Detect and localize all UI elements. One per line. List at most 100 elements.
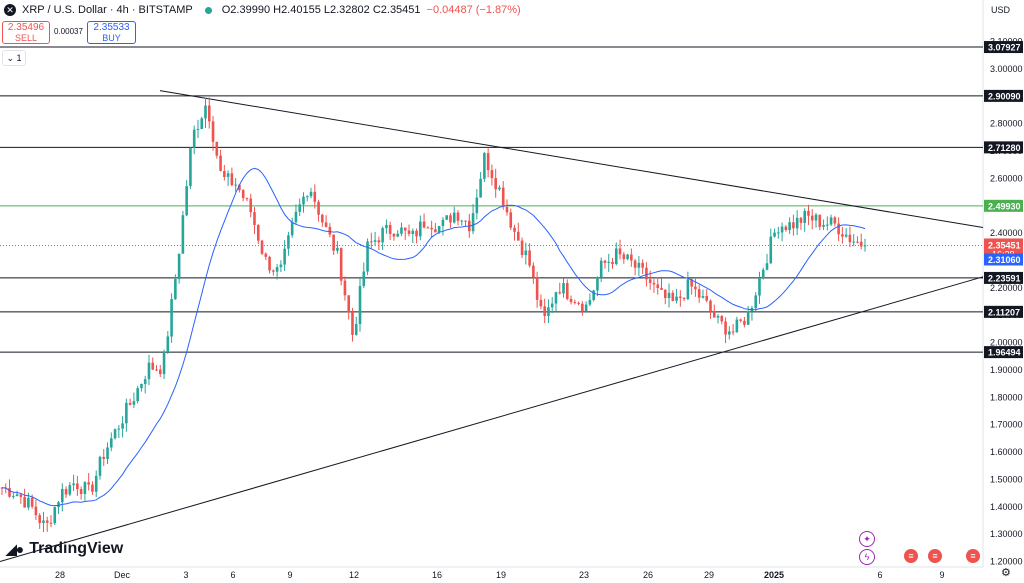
us-flag-icon[interactable]: ≡ bbox=[966, 549, 980, 563]
spread-value: 0.00037 bbox=[54, 27, 83, 36]
candle-body bbox=[528, 250, 531, 266]
candle-body bbox=[298, 204, 302, 212]
candle-body bbox=[675, 296, 678, 301]
candle-body bbox=[419, 221, 422, 237]
candle-body bbox=[498, 187, 501, 190]
candle-body bbox=[219, 155, 222, 171]
candle-body bbox=[618, 248, 622, 255]
candle-body bbox=[434, 229, 437, 233]
candle-body bbox=[317, 201, 320, 215]
candle-body bbox=[15, 494, 19, 497]
candle-body bbox=[445, 215, 448, 220]
candle-body bbox=[743, 320, 746, 325]
sell-button[interactable]: 2.35496 SELL bbox=[2, 21, 50, 44]
candle-body bbox=[321, 214, 324, 223]
candle-body bbox=[758, 278, 761, 296]
y-tick-label: 1.20000 bbox=[990, 557, 1023, 567]
candle-body bbox=[106, 447, 109, 459]
buy-button[interactable]: 2.35533 BUY bbox=[87, 21, 136, 44]
candle-body bbox=[185, 186, 188, 216]
x-tick-label: 26 bbox=[643, 570, 653, 580]
candle-body bbox=[117, 428, 121, 430]
candle-body bbox=[780, 226, 784, 233]
candle-body bbox=[826, 224, 829, 226]
candle-body bbox=[614, 248, 618, 265]
ma-label: 2.31060 bbox=[988, 255, 1021, 265]
tradingview-brand[interactable]: ◢● TradingView bbox=[6, 540, 123, 558]
candle-body bbox=[230, 173, 234, 186]
candle-body bbox=[686, 279, 690, 300]
candle-body bbox=[347, 295, 351, 313]
candle-body bbox=[679, 296, 682, 298]
candle-body bbox=[411, 230, 415, 234]
candle-body bbox=[407, 230, 411, 234]
candle-body bbox=[456, 212, 460, 221]
settings-gear-icon[interactable]: ⚙ bbox=[1001, 567, 1011, 579]
candle-body bbox=[283, 248, 286, 265]
us-flag-icon[interactable]: ≡ bbox=[904, 549, 918, 563]
moving-average-line[interactable] bbox=[1, 167, 866, 507]
candle-body bbox=[739, 319, 742, 321]
level-label: 2.71280 bbox=[988, 143, 1021, 153]
interval-value: 1 bbox=[16, 53, 22, 63]
level-badge bbox=[984, 141, 1023, 154]
candle-body bbox=[697, 289, 701, 298]
candle-body bbox=[490, 170, 494, 179]
candle-body bbox=[362, 271, 366, 286]
interval-toggle[interactable]: ⌄ 1 bbox=[2, 50, 26, 66]
brand-name: TradingView bbox=[29, 540, 124, 557]
candle-body bbox=[671, 292, 675, 301]
x-tick-label: 2025 bbox=[764, 570, 784, 580]
candle-body bbox=[513, 227, 516, 232]
symbol-title[interactable]: XRP / U.S. Dollar · 4h · BITSTAMP bbox=[22, 4, 193, 16]
us-flag-icon[interactable]: ≡ bbox=[928, 549, 942, 563]
candle-body bbox=[290, 222, 294, 236]
candle-body bbox=[430, 227, 433, 230]
candle-body bbox=[539, 299, 543, 307]
candle-body bbox=[773, 232, 776, 237]
chevron-down-icon: ⌄ bbox=[6, 53, 17, 63]
candle-body bbox=[60, 488, 64, 503]
sparkle-icon[interactable]: ✦ bbox=[859, 531, 875, 547]
candle-body bbox=[72, 483, 75, 486]
candle-body bbox=[68, 485, 72, 495]
candle-body bbox=[569, 298, 573, 303]
level-label: 2.49930 bbox=[988, 201, 1021, 211]
x-tick-label: 12 bbox=[349, 570, 359, 580]
candle-body bbox=[253, 212, 256, 226]
candle-body bbox=[400, 227, 403, 234]
candle-body bbox=[584, 304, 588, 312]
candle-body bbox=[125, 402, 128, 424]
candle-body bbox=[573, 302, 577, 304]
trendline[interactable] bbox=[0, 276, 984, 563]
candle-body bbox=[256, 225, 260, 241]
ma-badge bbox=[984, 253, 1023, 266]
candle-body bbox=[701, 296, 705, 298]
level-badge bbox=[984, 346, 1023, 359]
candle-body bbox=[807, 210, 810, 216]
candle-body bbox=[8, 488, 11, 497]
trendline[interactable] bbox=[159, 90, 984, 229]
level-badge bbox=[984, 89, 1023, 102]
candle-body bbox=[814, 214, 818, 221]
candle-body bbox=[822, 225, 825, 227]
candle-body bbox=[370, 241, 373, 243]
candle-body bbox=[177, 253, 181, 280]
lightning-icon[interactable]: ϟ bbox=[859, 549, 875, 565]
candle-body bbox=[309, 191, 313, 197]
candle-body bbox=[121, 423, 124, 429]
candle-body bbox=[724, 321, 727, 335]
candle-body bbox=[155, 369, 158, 371]
candle-body bbox=[30, 497, 34, 507]
y-tick-label: 2.20000 bbox=[990, 283, 1023, 293]
price-change: −0.04487 (−1.87%) bbox=[426, 4, 521, 16]
candle-body bbox=[166, 336, 170, 352]
candle-body bbox=[852, 241, 855, 243]
candle-body bbox=[241, 190, 245, 199]
candle-body bbox=[79, 489, 83, 495]
currency-label[interactable]: USD bbox=[991, 5, 1011, 15]
candle-body bbox=[637, 262, 641, 268]
candle-body bbox=[109, 438, 113, 448]
candle-body bbox=[505, 206, 509, 213]
